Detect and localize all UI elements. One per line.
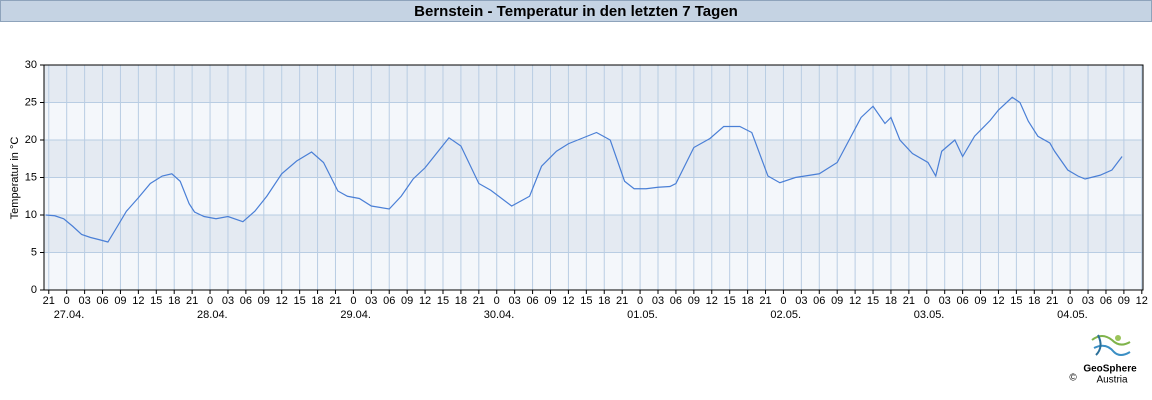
date-label: 03.05. — [914, 309, 945, 321]
x-tick-label: 0 — [1067, 295, 1073, 307]
y-tick-label: 20 — [25, 134, 37, 146]
x-tick-label: 18 — [1028, 295, 1040, 307]
x-tick-label: 03 — [939, 295, 951, 307]
x-tick-label: 12 — [562, 295, 574, 307]
x-tick-label: 09 — [831, 295, 843, 307]
x-tick-label: 15 — [724, 295, 736, 307]
x-tick-label: 15 — [294, 295, 306, 307]
band — [44, 177, 1143, 215]
x-tick-label: 12 — [706, 295, 718, 307]
x-tick-label: 15 — [437, 295, 449, 307]
logo: GeoSphere Austria © — [1069, 334, 1137, 386]
x-tick-label: 0 — [780, 295, 786, 307]
x-tick-label: 12 — [1136, 295, 1148, 307]
temperature-line — [45, 96, 1123, 243]
x-tick-label: 12 — [849, 295, 861, 307]
x-tick-label: 15 — [150, 295, 162, 307]
band — [44, 252, 1143, 290]
date-label: 29.04. — [340, 309, 371, 321]
plot-frame — [43, 64, 1144, 291]
x-tick-label: 21 — [329, 295, 341, 307]
y-tick-label: 15 — [25, 171, 37, 183]
x-tick-label: 03 — [795, 295, 807, 307]
x-tick-label: 06 — [383, 295, 395, 307]
x-tick-label: 03 — [365, 295, 377, 307]
x-tick-label: 21 — [43, 295, 55, 307]
date-label: 04.05. — [1057, 309, 1088, 321]
date-label: 02.05. — [770, 309, 801, 321]
band — [44, 65, 1143, 103]
x-tick-label: 0 — [637, 295, 643, 307]
date-label: 30.04. — [484, 309, 515, 321]
x-tick-label: 18 — [598, 295, 610, 307]
x-tick-label: 06 — [1100, 295, 1112, 307]
x-tick-label: 06 — [670, 295, 682, 307]
y-tick-label: 0 — [31, 284, 37, 296]
x-tick-label: 0 — [207, 295, 213, 307]
x-tick-label: 09 — [544, 295, 556, 307]
x-tick-label: 03 — [509, 295, 521, 307]
copyright: © — [1069, 373, 1077, 384]
x-tick-label: 06 — [956, 295, 968, 307]
x-tick-label: 12 — [276, 295, 288, 307]
y-tick-label: 25 — [25, 96, 37, 108]
x-tick-label: 18 — [311, 295, 323, 307]
y-tick-label: 5 — [31, 246, 37, 258]
x-tick-label: 21 — [186, 295, 198, 307]
y-axis-label: Temperatur in °C — [9, 137, 21, 220]
date-label: 27.04. — [54, 309, 85, 321]
x-tick-label: 09 — [974, 295, 986, 307]
x-tick-label: 06 — [96, 295, 108, 307]
date-label: 28.04. — [197, 309, 228, 321]
logo-country: Austria — [1096, 375, 1128, 386]
x-tick-label: 03 — [1082, 295, 1094, 307]
x-tick-label: 12 — [419, 295, 431, 307]
x-tick-label: 18 — [885, 295, 897, 307]
x-tick-label: 15 — [867, 295, 879, 307]
y-tick-label: 30 — [25, 59, 37, 71]
x-tick-label: 09 — [1118, 295, 1130, 307]
x-tick-label: 15 — [580, 295, 592, 307]
x-tick-label: 18 — [741, 295, 753, 307]
x-tick-label: 21 — [616, 295, 628, 307]
y-tick-label: 10 — [25, 209, 37, 221]
x-tick-label: 09 — [114, 295, 126, 307]
x-tick-label: 0 — [64, 295, 70, 307]
date-label: 01.05. — [627, 309, 658, 321]
x-tick-label: 03 — [652, 295, 664, 307]
x-tick-label: 12 — [132, 295, 144, 307]
x-tick-label: 21 — [1046, 295, 1058, 307]
x-tick-label: 21 — [473, 295, 485, 307]
x-tick-label: 09 — [688, 295, 700, 307]
band — [44, 102, 1143, 140]
logo-name: GeoSphere — [1083, 364, 1137, 375]
x-tick-label: 15 — [1010, 295, 1022, 307]
band — [44, 140, 1143, 178]
x-tick-label: 18 — [455, 295, 467, 307]
x-tick-label: 18 — [168, 295, 180, 307]
x-tick-label: 09 — [258, 295, 270, 307]
x-tick-label: 03 — [222, 295, 234, 307]
x-tick-label: 0 — [350, 295, 356, 307]
x-tick-label: 0 — [494, 295, 500, 307]
band — [44, 215, 1143, 253]
x-tick-label: 06 — [240, 295, 252, 307]
x-tick-label: 21 — [903, 295, 915, 307]
x-tick-label: 0 — [924, 295, 930, 307]
x-tick-label: 03 — [78, 295, 90, 307]
x-tick-label: 21 — [759, 295, 771, 307]
x-tick-label: 09 — [401, 295, 413, 307]
chart-title: Bernstein - Temperatur in den letzten 7 … — [414, 3, 738, 20]
x-tick-label: 12 — [992, 295, 1004, 307]
x-tick-label: 06 — [813, 295, 825, 307]
x-tick-label: 06 — [526, 295, 538, 307]
